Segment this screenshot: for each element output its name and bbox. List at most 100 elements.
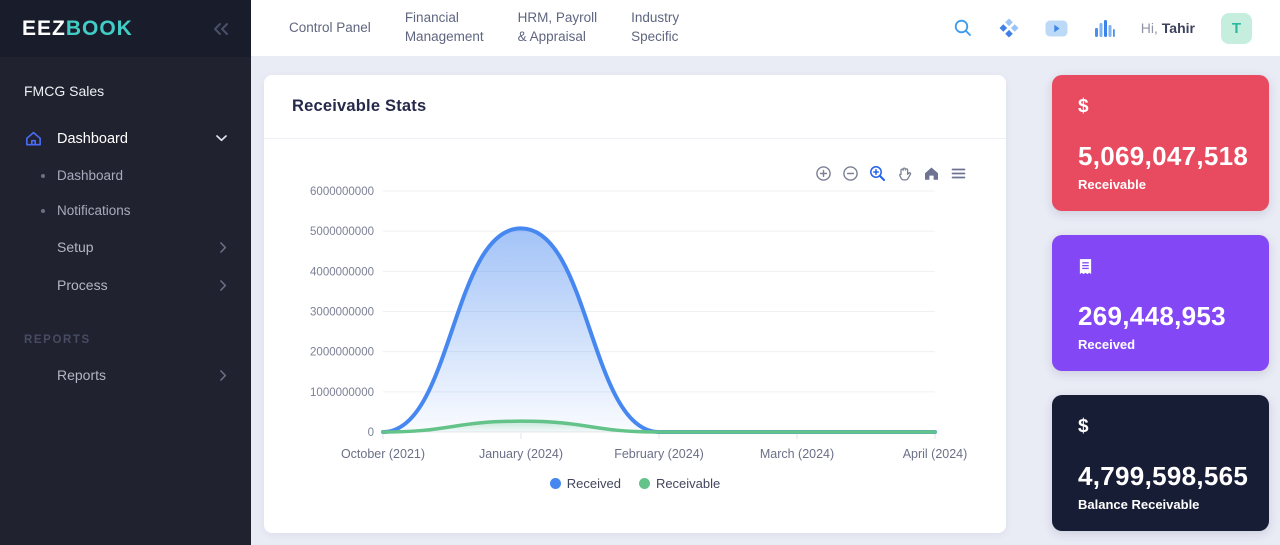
sidebar-item-setup[interactable]: Setup [0,228,251,266]
y-axis-label: 0 [368,427,374,439]
chevron-right-icon [220,279,227,291]
nav-item-line: Financial [404,10,459,26]
dollar-icon: $ [1078,96,1089,117]
workspace-name: FMCG Sales [24,83,105,99]
user-greeting: Hi, Tahir [1141,20,1195,36]
bullet-icon [41,173,45,178]
chart-toolbar [814,165,968,182]
sidebar-item-reports[interactable]: Reports [0,356,251,394]
chart-legend: Received Receivable [264,476,1006,491]
stat-value: 269,448,953 [1078,301,1226,331]
sidebar-item-process[interactable]: Process [0,266,251,304]
sidebar-item-notifications[interactable]: Notifications [0,193,251,228]
series-area-received [383,228,935,432]
legend-item-receivable[interactable]: Receivable [638,476,721,491]
search-icon[interactable] [953,18,973,38]
receipt-icon [1078,255,1243,279]
sidebar-logo-bar: EEZBOOK [0,0,251,57]
pan-hand-icon[interactable] [895,165,914,182]
receivable-stats-card: Receivable Stats [264,75,1006,533]
nav-item-line: Specific [631,29,679,44]
y-axis-label: 2000000000 [310,347,374,359]
brand-logo[interactable]: EEZBOOK [22,17,133,41]
sidebar: EEZBOOK FMCG Sales Dashboard [0,0,251,545]
x-axis-label: February (2024) [614,447,704,461]
user-avatar[interactable]: T [1221,12,1252,44]
sidebar-item-label: Notifications [57,203,131,218]
sidebar-item-dashboard[interactable]: Dashboard [0,119,251,158]
brand-logo-secondary: BOOK [65,16,133,40]
brand-logo-primary: EEZ [22,16,66,40]
chevron-down-icon [216,135,227,142]
legend-item-received[interactable]: Received [549,476,621,491]
card-header: Receivable Stats [264,75,1006,139]
stat-label: Receivable [1078,177,1146,192]
chevron-right-icon [220,241,227,253]
nav-item-line: & Appraisal [517,29,586,44]
x-axis-label: March (2024) [760,447,834,461]
stat-card: $ 4,799,598,565 Balance Receivable [1052,395,1269,531]
nav-item-financial-management[interactable]: Financial Management [405,9,484,47]
series-line-receivable [381,419,937,434]
stat-card: 269,448,953 Received [1052,235,1269,371]
sidebar-item-label: Setup [57,239,94,255]
x-axis-label: April (2024) [903,447,968,461]
top-nav-menu: Control Panel Financial Management HRM, … [289,9,679,47]
selection-zoom-icon[interactable] [868,165,887,182]
stat-card: $ 5,069,047,518 Receivable [1052,75,1269,211]
zoom-in-icon[interactable] [814,165,833,182]
stat-value: 4,799,598,565 [1078,461,1249,491]
dollar-icon: $ [1078,416,1089,437]
main-area: Control Panel Financial Management HRM, … [251,0,1280,545]
receivable-chart[interactable]: 0 1000000000 2000000000 3000000000 400000000… [264,139,1006,461]
reset-home-icon[interactable] [922,165,941,182]
nav-item-line: Control Panel [289,19,371,35]
sidebar-item-label: Process [57,277,108,293]
stat-label: Received [1078,337,1136,352]
sidebar-collapse-icon[interactable] [211,19,231,39]
bullet-icon [41,208,45,213]
apps-grid-icon[interactable] [999,18,1019,38]
sidebar-item-label: Dashboard [57,130,128,147]
legend-dot [549,478,561,489]
sidebar-menu: FMCG Sales Dashboard Dashboard Notifica [0,57,251,394]
y-axis-label: 1000000000 [310,387,374,399]
legend-dot [638,478,650,489]
y-axis-label: 4000000000 [310,266,374,278]
sidebar-item-label: Dashboard [57,168,124,183]
greeting-prefix: Hi, [1140,20,1158,36]
nav-item-line: HRM, Payroll [517,10,598,26]
nav-item-line: Management [404,29,484,44]
x-axis-label: January (2024) [479,447,563,461]
topbar-actions: Hi, Tahir T [953,12,1252,44]
y-axis-label: 5000000000 [310,226,374,238]
series-area-receivable [383,421,935,432]
sidebar-item-label: Reports [57,367,107,383]
legend-label: Received [566,476,621,491]
sidebar-section-reports: REPORTS [24,334,91,346]
home-icon [24,129,44,148]
video-tutorial-icon[interactable] [1045,20,1068,37]
x-axis-label: October (2021) [341,447,425,461]
y-axis-label: 3000000000 [310,307,374,319]
chevron-right-icon [220,369,227,381]
sidebar-item-sub-dashboard[interactable]: Dashboard [0,158,251,193]
zoom-out-icon[interactable] [841,165,860,182]
content-area: Receivable Stats [251,57,1280,545]
stat-label: Balance Receivable [1078,497,1200,512]
chart-body: 0 1000000000 2000000000 3000000000 400000000… [264,139,1006,491]
menu-icon[interactable] [949,165,968,182]
nav-item-line: Industry [631,10,680,26]
nav-item-industry-specific[interactable]: Industry Specific [631,9,679,47]
analytics-bars-icon[interactable] [1094,19,1115,38]
stat-cards-column: $ 5,069,047,518 Receivable 269,448,953 [1052,75,1269,531]
stat-value: 5,069,047,518 [1078,141,1249,171]
top-navbar: Control Panel Financial Management HRM, … [251,0,1280,57]
nav-item-control-panel[interactable]: Control Panel [289,19,371,38]
legend-label: Receivable [655,476,721,491]
y-axis-label: 6000000000 [310,186,374,198]
card-title: Receivable Stats [292,97,427,115]
nav-item-hrm-payroll[interactable]: HRM, Payroll & Appraisal [518,9,598,47]
user-name: Tahir [1161,20,1195,36]
